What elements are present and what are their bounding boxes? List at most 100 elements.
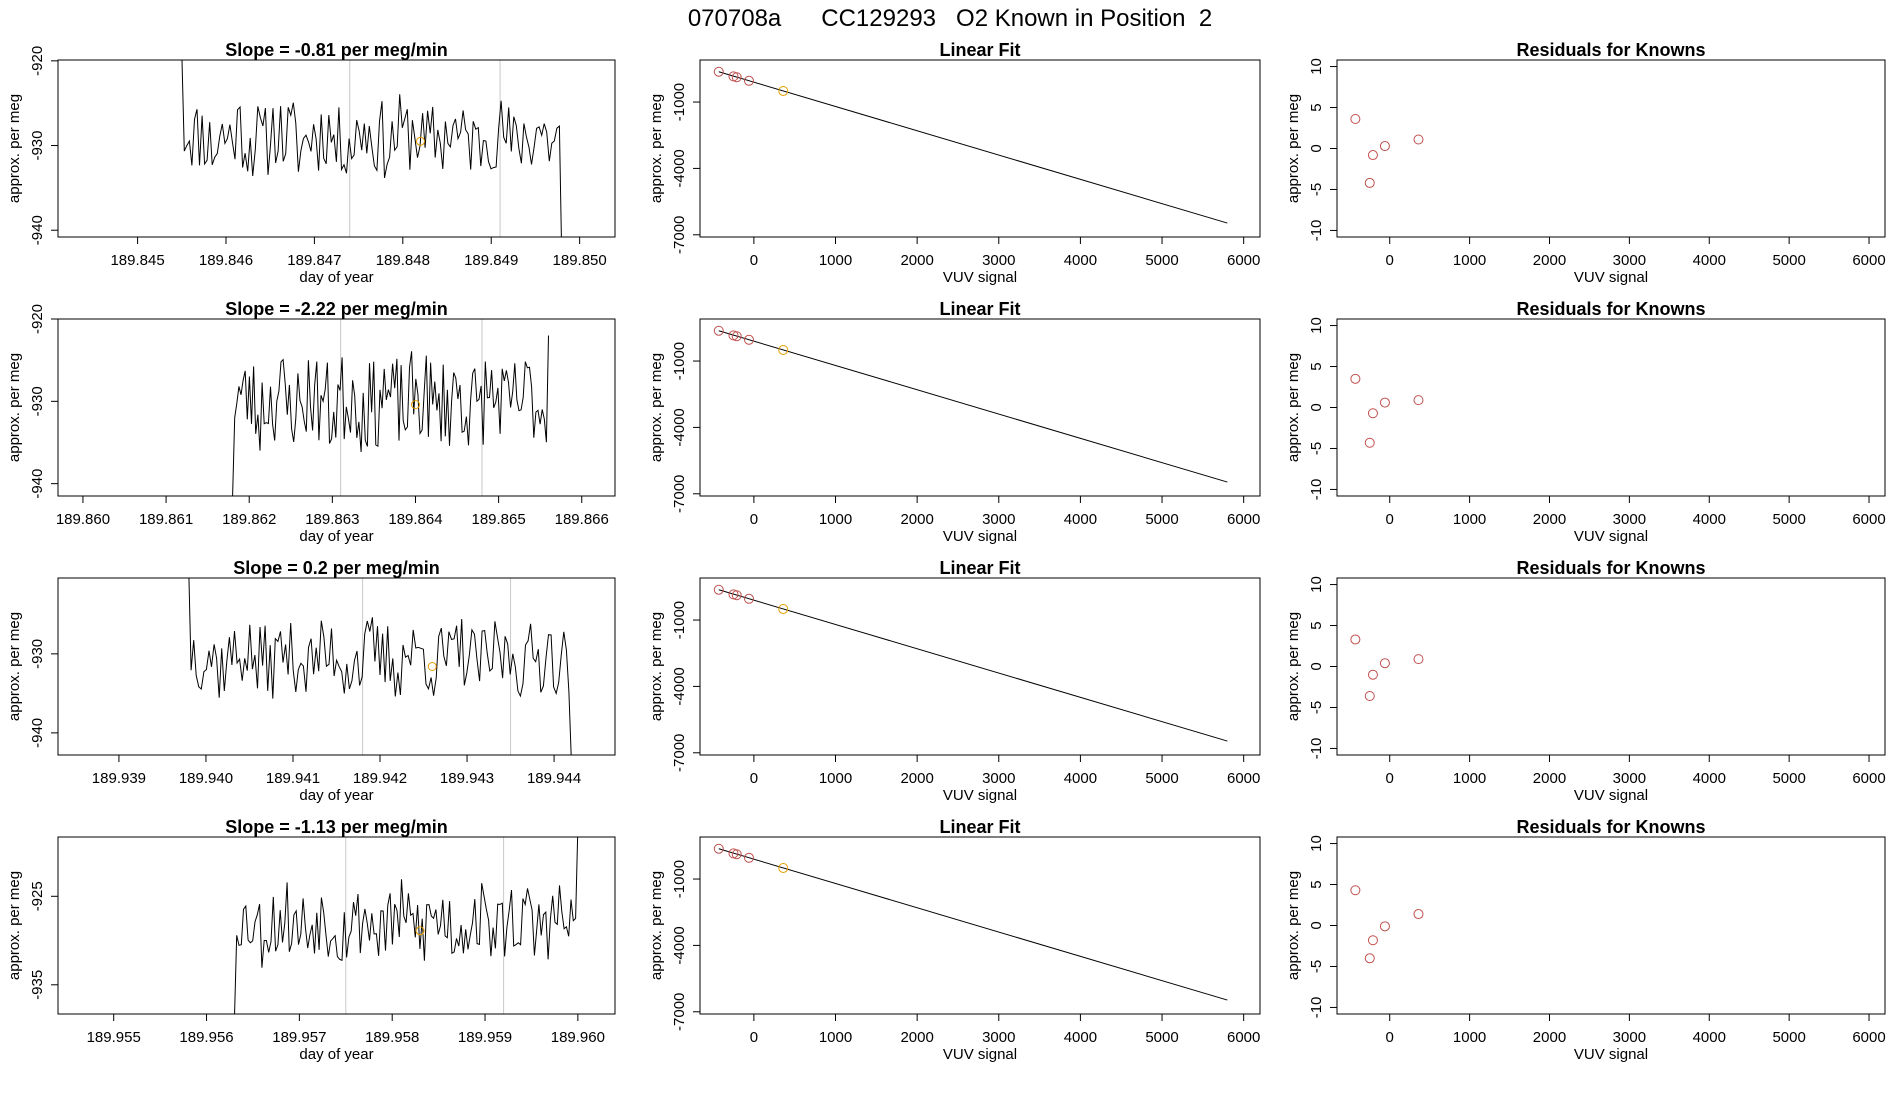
x-tick-label: 189.865 (471, 511, 525, 528)
x-tick-label: 189.849 (464, 252, 518, 269)
y-tick-label: -5 (1308, 442, 1325, 455)
y-tick-label: -930 (29, 639, 46, 669)
y-tick-label: -4000 (671, 408, 688, 446)
panel-title: Residuals for Knowns (1516, 299, 1705, 319)
x-tick-label: 6000 (1852, 252, 1885, 269)
data-point (1379, 658, 1390, 669)
y-tick-label: -920 (29, 46, 46, 76)
x-tick-label: 6000 (1227, 511, 1260, 528)
x-tick-label: 3000 (1613, 252, 1646, 269)
x-tick-label: 2000 (900, 252, 933, 269)
data-point (1364, 691, 1375, 701)
data-point (1413, 909, 1424, 920)
y-tick-label: -10 (1308, 479, 1325, 501)
x-tick-label: 2000 (900, 770, 933, 787)
y-axis-label: approx. per meg (648, 612, 665, 721)
x-tick-label: 0 (1386, 770, 1394, 787)
x-axis-label: day of year (299, 269, 373, 286)
x-axis-label: VUV signal (943, 269, 1017, 286)
plot-frame (699, 59, 1261, 238)
y-tick-label: -5 (1308, 960, 1325, 973)
x-tick-label: 6000 (1227, 252, 1260, 269)
data-point (1367, 408, 1378, 419)
plot-area (181, 60, 562, 237)
y-tick-label: 5 (1308, 621, 1325, 629)
x-tick-label: 0 (750, 770, 758, 787)
x-tick-label: 189.957 (272, 1029, 326, 1046)
y-axis-label: approx. per meg (6, 353, 23, 462)
x-tick-label: 5000 (1772, 770, 1805, 787)
data-point (1367, 935, 1378, 946)
x-tick-label: 3000 (982, 252, 1015, 269)
y-tick-label: 10 (1308, 835, 1325, 852)
x-tick-label: 6000 (1852, 770, 1885, 787)
x-tick-label: 189.863 (305, 511, 359, 528)
x-axis-label: day of year (299, 787, 373, 804)
y-tick-label: -1000 (671, 342, 688, 380)
x-tick-label: 3000 (1613, 770, 1646, 787)
y-tick-label: -7000 (671, 216, 688, 254)
panel-title: Slope = -2.22 per meg/min (225, 299, 448, 319)
y-tick-label: 10 (1308, 576, 1325, 593)
y-axis-label: approx. per meg (6, 94, 23, 203)
x-tick-label: 3000 (1613, 511, 1646, 528)
y-tick-label: -935 (29, 970, 46, 1000)
x-tick-label: 3000 (982, 770, 1015, 787)
fit-line (718, 71, 1228, 224)
y-tick-label: -930 (29, 386, 46, 416)
x-tick-label: 4000 (1693, 511, 1726, 528)
x-tick-label: 2000 (900, 1029, 933, 1046)
data-point (1379, 141, 1390, 152)
data-point (743, 852, 754, 863)
plot-area (713, 66, 1228, 224)
x-tick-label: 189.944 (527, 770, 581, 787)
data-trace (181, 60, 562, 237)
plot-frame (57, 318, 616, 497)
y-axis-label: approx. per meg (1285, 871, 1302, 980)
y-tick-label: -920 (29, 304, 46, 334)
plot-frame (57, 577, 616, 756)
panel-title: Linear Fit (939, 299, 1020, 319)
data-point (731, 590, 742, 601)
y-tick-label: -1000 (671, 860, 688, 898)
y-tick-label: 0 (1308, 403, 1325, 411)
data-trace (188, 578, 572, 755)
x-tick-label: 189.847 (287, 252, 341, 269)
highlight-point (778, 862, 789, 873)
panel-3: Residuals for Knowns 0 1000 2000 3000 4000 500… (1285, 40, 1886, 286)
x-tick-label: 189.845 (110, 252, 164, 269)
plot-area (1350, 114, 1424, 188)
x-tick-label: 1000 (819, 1029, 852, 1046)
y-tick-label: 10 (1308, 58, 1325, 75)
y-tick-label: -1000 (671, 83, 688, 121)
data-point (1413, 654, 1424, 665)
data-point (1350, 114, 1361, 124)
data-point (1413, 134, 1424, 145)
x-tick-label: 0 (1386, 252, 1394, 269)
data-point (713, 843, 724, 854)
x-tick-label: 189.955 (87, 1029, 141, 1046)
y-tick-label: 10 (1308, 317, 1325, 334)
x-tick-label: 1000 (1453, 511, 1486, 528)
data-point (743, 593, 754, 604)
x-tick-label: 189.956 (179, 1029, 233, 1046)
x-tick-label: 5000 (1772, 1029, 1805, 1046)
y-tick-label: -930 (29, 131, 46, 161)
panel-11: Linear Fit 0 1000 2000 3000 4000 5000 6000 -7000… (648, 817, 1261, 1063)
data-point (1350, 634, 1361, 645)
x-tick-label: 1000 (819, 770, 852, 787)
data-point (731, 72, 742, 83)
x-tick-label: 1000 (819, 252, 852, 269)
panel-title: Slope = -0.81 per meg/min (225, 40, 448, 60)
y-axis-label: approx. per meg (1285, 353, 1302, 462)
panel-title: Residuals for Knowns (1516, 558, 1705, 578)
y-tick-label: -10 (1308, 738, 1325, 760)
plot-frame (57, 836, 616, 1015)
x-axis-label: VUV signal (1574, 1046, 1648, 1063)
panel-grid: Slope = -0.81 per meg/min 189.845 189.846 1… (6, 40, 1886, 1063)
y-tick-label: -7000 (671, 475, 688, 513)
y-axis-label: approx. per meg (648, 871, 665, 980)
x-tick-label: 2000 (1533, 1029, 1566, 1046)
plot-frame (699, 577, 1261, 756)
